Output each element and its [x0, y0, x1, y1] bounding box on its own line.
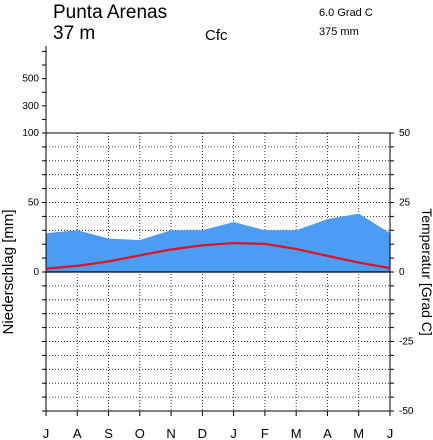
month-label: S: [104, 426, 113, 440]
month-label: F: [261, 426, 269, 440]
climate-class: Cfc: [205, 27, 228, 44]
mean-temperature: 6.0 Grad C: [319, 7, 373, 19]
month-label: N: [166, 426, 175, 440]
month-label: J: [43, 426, 50, 440]
month-label: A: [73, 426, 82, 440]
right-tick-label: -50: [399, 406, 414, 417]
right-tick-label: 25: [399, 198, 411, 209]
left-tick-label: 0: [33, 267, 39, 278]
month-label: A: [323, 426, 332, 440]
month-label: D: [198, 426, 207, 440]
month-label: J: [230, 426, 237, 440]
month-label: M: [291, 426, 302, 440]
right-tick-label: 50: [399, 128, 411, 139]
month-label: O: [135, 426, 145, 440]
tick-labels: 0 50 100 300 500 -50 -25 0 25 50 J A S O N D J F M A M J: [22, 74, 414, 440]
station-name: Punta Arenas: [53, 2, 167, 23]
y-axis-left-label: Niederschlag [mm]: [0, 209, 17, 334]
temperature-line: [45, 241, 391, 270]
left-tick-label: 100: [22, 128, 39, 139]
month-label: J: [387, 426, 394, 440]
tick-marks: [42, 50, 394, 416]
right-tick-label: -25: [399, 337, 414, 348]
month-label: M: [353, 426, 364, 440]
left-tick-label: 50: [28, 198, 40, 209]
left-upper-tick-label: 300: [22, 101, 39, 112]
left-upper-tick-label: 500: [22, 74, 39, 85]
y-axis-right-label: Temperatur [Grad C]: [419, 208, 433, 336]
right-tick-label: 0: [399, 267, 405, 278]
station-elevation: 37 m: [53, 23, 95, 44]
annual-precipitation: 375 mm: [319, 26, 359, 38]
